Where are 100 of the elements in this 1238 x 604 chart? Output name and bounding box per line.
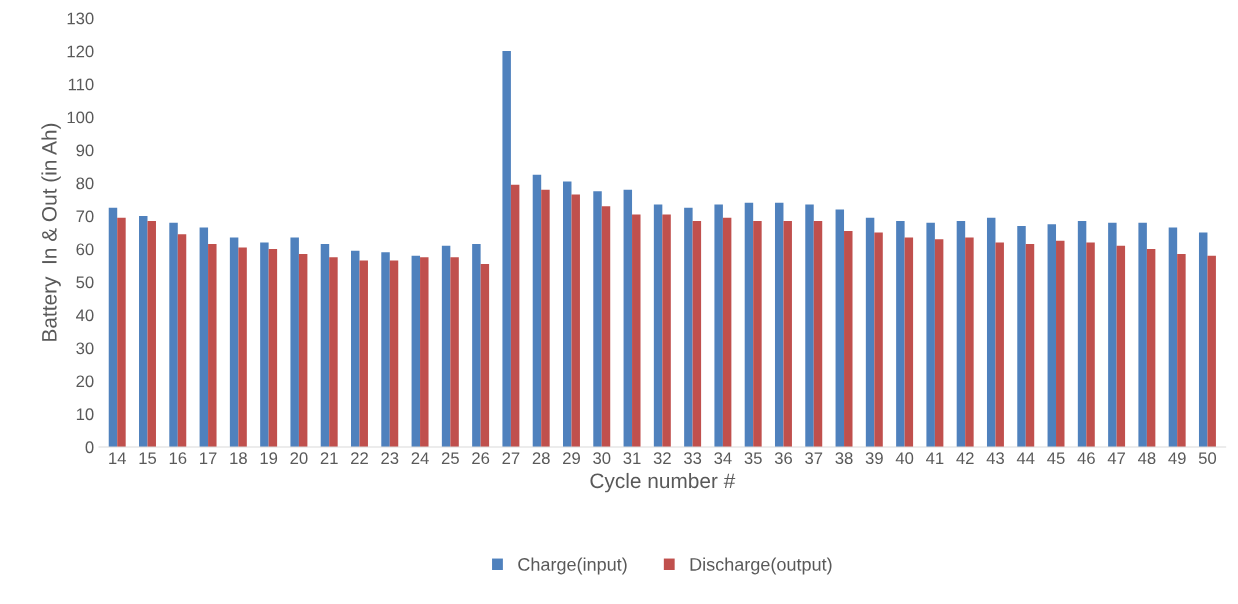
x-tick-label: 27 bbox=[502, 452, 520, 464]
bar bbox=[229, 237, 239, 447]
x-tick-label: 50 bbox=[1198, 452, 1217, 465]
x-tick-label: 42 bbox=[956, 452, 974, 464]
bar bbox=[117, 217, 126, 447]
bar bbox=[753, 220, 762, 447]
bar bbox=[774, 202, 784, 447]
bar bbox=[1056, 240, 1065, 447]
y-tick-label: 50 bbox=[76, 276, 94, 289]
y-tick-label: 0 bbox=[85, 441, 94, 454]
bar bbox=[472, 244, 481, 447]
x-tick-label: 18 bbox=[230, 452, 247, 465]
bar bbox=[1198, 232, 1208, 447]
bar bbox=[714, 204, 723, 447]
bar bbox=[874, 232, 883, 447]
bar bbox=[571, 194, 580, 447]
bar bbox=[532, 174, 542, 447]
x-tick-label: 15 bbox=[139, 452, 157, 465]
bar bbox=[108, 207, 118, 447]
bar bbox=[904, 237, 914, 447]
bar bbox=[139, 216, 148, 447]
bar bbox=[329, 257, 338, 447]
y-tick-label: 40 bbox=[76, 309, 94, 322]
bar bbox=[653, 204, 663, 447]
x-tick-label: 45 bbox=[1047, 452, 1065, 465]
bar bbox=[147, 220, 156, 447]
bar bbox=[177, 234, 187, 447]
bar bbox=[480, 263, 490, 447]
bar bbox=[1017, 225, 1026, 447]
bar bbox=[926, 222, 935, 447]
bar bbox=[684, 207, 693, 447]
bar bbox=[1086, 242, 1095, 447]
y-tick-label: 100 bbox=[67, 111, 94, 124]
x-tick-label: 24 bbox=[411, 452, 429, 464]
bar bbox=[298, 253, 308, 447]
bar bbox=[359, 260, 368, 447]
bar bbox=[420, 257, 429, 447]
x-tick-label: 33 bbox=[683, 452, 702, 465]
bar bbox=[995, 242, 1004, 447]
y-tick-label: 120 bbox=[67, 45, 94, 58]
x-tick-label: 39 bbox=[865, 452, 883, 465]
x-tick-label: 29 bbox=[563, 452, 580, 465]
bar bbox=[783, 220, 792, 447]
y-tick-label: 70 bbox=[76, 210, 94, 223]
bar bbox=[692, 220, 702, 447]
y-tick-label: 10 bbox=[76, 408, 94, 421]
bar bbox=[623, 189, 633, 447]
x-tick-label: 37 bbox=[805, 452, 823, 465]
x-tick-label: 30 bbox=[593, 452, 611, 465]
x-tick-label: 23 bbox=[381, 452, 399, 465]
x-tick-label: 49 bbox=[1168, 452, 1186, 465]
bar bbox=[835, 209, 845, 447]
bar bbox=[238, 247, 247, 447]
x-tick-label: 46 bbox=[1077, 452, 1095, 465]
bar bbox=[844, 230, 853, 447]
legend-label: Discharge(output) bbox=[690, 557, 832, 575]
bar bbox=[169, 222, 178, 447]
y-tick-label: 20 bbox=[76, 375, 94, 388]
x-tick-label: 31 bbox=[623, 452, 641, 465]
x-tick-label: 36 bbox=[774, 452, 793, 465]
x-tick-label: 44 bbox=[1016, 452, 1035, 464]
bar bbox=[563, 181, 572, 447]
bar bbox=[662, 214, 671, 447]
bar bbox=[965, 237, 974, 447]
x-tick-label: 26 bbox=[472, 452, 490, 465]
bar bbox=[1177, 253, 1186, 447]
bar bbox=[601, 206, 611, 447]
x-tick-label: 19 bbox=[260, 452, 278, 465]
bar bbox=[268, 249, 278, 447]
x-tick-label: 38 bbox=[835, 452, 853, 465]
bar bbox=[260, 242, 269, 447]
bar bbox=[593, 191, 602, 447]
x-tick-label: 41 bbox=[926, 452, 944, 464]
bar bbox=[510, 184, 520, 447]
x-tick-label: 17 bbox=[200, 452, 217, 464]
x-tick-label: 25 bbox=[441, 452, 459, 465]
x-tick-label: 32 bbox=[653, 452, 671, 465]
bar bbox=[722, 217, 732, 447]
bar bbox=[1108, 222, 1117, 447]
x-tick-label: 14 bbox=[109, 452, 126, 464]
bar bbox=[986, 217, 996, 447]
y-tick-label: 110 bbox=[68, 78, 94, 91]
bar bbox=[411, 255, 421, 447]
x-tick-label: 22 bbox=[351, 452, 368, 464]
bar bbox=[441, 245, 451, 447]
y-tick-label: 90 bbox=[76, 144, 94, 157]
bar bbox=[320, 244, 330, 447]
bar bbox=[1207, 255, 1216, 447]
x-tick-label: 16 bbox=[169, 452, 187, 465]
x-tick-label: 21 bbox=[320, 452, 338, 464]
x-tick-label: 40 bbox=[895, 452, 914, 465]
x-tick-label: 43 bbox=[986, 452, 1004, 465]
x-tick-label: 28 bbox=[532, 452, 550, 465]
bar bbox=[1146, 249, 1156, 447]
bar bbox=[805, 204, 814, 447]
y-tick-label: 30 bbox=[76, 342, 94, 355]
y-axis-title: Battery In & Out (in Ah) bbox=[41, 123, 61, 341]
bar bbox=[290, 237, 299, 447]
bar bbox=[632, 214, 641, 447]
y-tick-label: 80 bbox=[76, 177, 94, 190]
